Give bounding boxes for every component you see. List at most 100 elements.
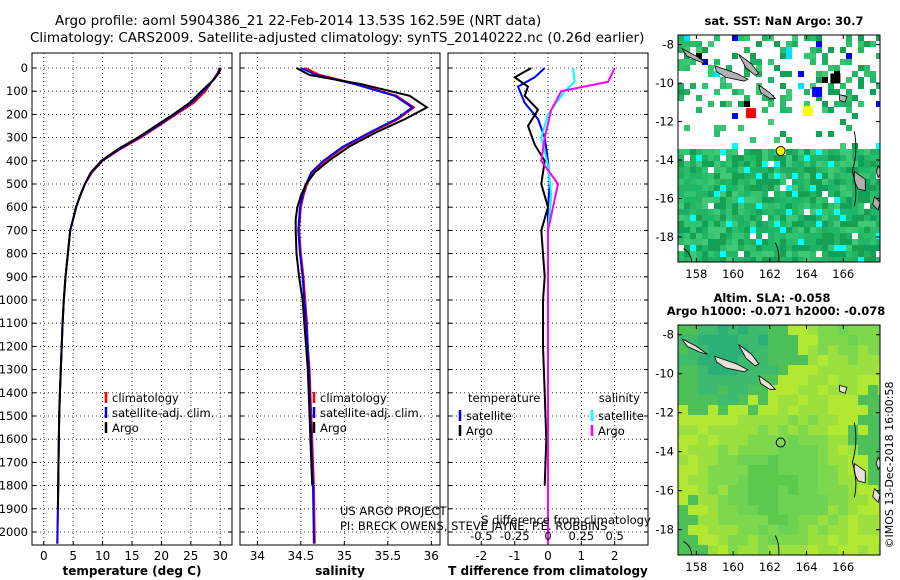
map-field [678, 325, 880, 555]
legend-entry: satellite [598, 409, 644, 423]
secondary-tick-label: -0.25 [500, 529, 530, 543]
island [872, 487, 880, 504]
x-tick-label: 35.5 [374, 549, 401, 563]
x-tick-label: 5 [69, 549, 77, 563]
series-line-argo [540, 67, 616, 544]
x-tick-label: 36 [424, 549, 439, 563]
island [681, 48, 708, 65]
x-tick-label: 10 [95, 549, 110, 563]
depth-tick-label: 2000 [0, 525, 28, 539]
legend-entry: climatology [320, 391, 387, 405]
map-lat-label: -12 [655, 406, 674, 420]
island [872, 195, 880, 211]
map-lat-label: -8 [663, 38, 674, 52]
sla-map-title-line1: Altim. SLA: -0.058 [713, 291, 830, 305]
island [758, 374, 777, 390]
credit-project: US ARGO PROJECT [340, 504, 448, 518]
map-lat-label: -10 [655, 76, 674, 90]
island [758, 84, 777, 99]
sst-map: -8 -10 -12 -14 -16 -18 158 160 162 164 166 [655, 34, 881, 281]
reef-contour [774, 242, 780, 262]
map-lon-label: 164 [796, 560, 818, 574]
argo-profile-marker [775, 146, 786, 157]
reef-contour [774, 535, 780, 555]
secondary-tick-label: 0.5 [606, 529, 624, 543]
legend-entry: satellite [466, 409, 512, 423]
island [738, 344, 760, 367]
depth-tick-label: 1700 [0, 455, 28, 469]
depth-tick-label: 1800 [0, 479, 28, 493]
panel-difference: -2 -1 0 1 2T difference from climatology temp… [447, 52, 651, 578]
legend-title-temperature: temperature [468, 391, 540, 405]
map-lon-label: 162 [759, 560, 781, 574]
legend-entry: Argo [466, 424, 493, 438]
depth-tick-label: 1600 [0, 432, 28, 446]
map-lat-label: -14 [655, 445, 674, 459]
island [839, 384, 848, 394]
island [714, 355, 749, 373]
x-tick-label: -1 [509, 549, 521, 563]
island [714, 65, 749, 82]
depth-tick-label: 700 [6, 223, 28, 237]
x-tick-label: -2 [475, 549, 487, 563]
map-lat-label: -16 [655, 192, 674, 206]
series-line-argo [56, 67, 222, 509]
x-axis-label: temperature (deg C) [63, 564, 202, 578]
x-tick-label: 20 [154, 549, 169, 563]
island [875, 456, 880, 471]
plot-title-line1: Argo profile: aoml 5904386_21 22-Feb-201… [55, 13, 542, 29]
depth-tick-label: 900 [6, 270, 28, 284]
series-line-argo [512, 67, 550, 486]
map-lat-label: -8 [663, 328, 674, 342]
secondary-tick-label: 0 [544, 529, 551, 543]
depth-tick-label: 0 [21, 61, 28, 75]
legend-entry: satellite-adj. clim. [320, 406, 422, 420]
credit-pis: PI: BRECK OWENS, STEVE JAYNE, P.E. ROBBI… [340, 519, 607, 533]
island [738, 53, 760, 76]
reef-contour [683, 540, 693, 555]
plot-title-line2: Climatology: CARS2009. Satellite-adjuste… [30, 30, 645, 46]
depth-tick-label: 1100 [0, 316, 28, 330]
panel-frame [31, 52, 233, 546]
legend-entry: climatology [112, 391, 179, 405]
secondary-axis-label: S difference from climatology [481, 513, 651, 527]
map-field [678, 35, 880, 262]
legend-entry: Argo [112, 421, 139, 435]
reef-contour [851, 422, 857, 498]
depth-tick-label: 800 [6, 247, 28, 261]
island [681, 338, 708, 355]
x-tick-label: 1 [578, 549, 586, 563]
map-lon-label: 158 [685, 560, 707, 574]
map-lon-label: 166 [832, 560, 854, 574]
x-axis-label: T difference from climatology [448, 564, 648, 578]
depth-tick-label: 400 [6, 154, 28, 168]
map-frame [677, 34, 881, 263]
panel-frame [239, 52, 441, 546]
sst-swath-cell [830, 73, 841, 84]
depth-tick-label: 1000 [0, 293, 28, 307]
depth-tick-label: 1900 [0, 502, 28, 516]
depth-tick-label: 1200 [0, 339, 28, 353]
x-tick-label: 30 [213, 549, 228, 563]
sst-map-title: sat. SST: NaN Argo: 30.7 [704, 14, 863, 28]
reef-contour [851, 131, 857, 207]
map-lat-label: -10 [655, 367, 674, 381]
map-lat-label: -12 [655, 115, 674, 129]
depth-tick-label: 1300 [0, 363, 28, 377]
x-tick-label: 34 [250, 549, 265, 563]
reef-contour [683, 248, 693, 262]
depth-tick-label: 1500 [0, 409, 28, 423]
map-lon-label: 160 [722, 267, 744, 281]
x-tick-label: 25 [183, 549, 198, 563]
panel-salinity: 34 34.5 35 35.5 36 salinity climatologysatelli… [239, 52, 441, 578]
sst-swath-cell [745, 108, 756, 119]
map-lon-label: 158 [685, 267, 707, 281]
depth-tick-label: 300 [6, 131, 28, 145]
secondary-tick-label: -0.5 [470, 529, 492, 543]
x-tick-label: 35 [337, 549, 352, 563]
imos-timestamp: ©IMOS 13-Dec-2018 16:00:58 [883, 382, 896, 549]
map-lat-label: -16 [655, 484, 674, 498]
sla-map: -8 -10 -12 -14 -16 -18 158 160 162 164 166 [655, 324, 881, 574]
depth-tick-label: 500 [6, 177, 28, 191]
map-lon-label: 166 [832, 267, 854, 281]
